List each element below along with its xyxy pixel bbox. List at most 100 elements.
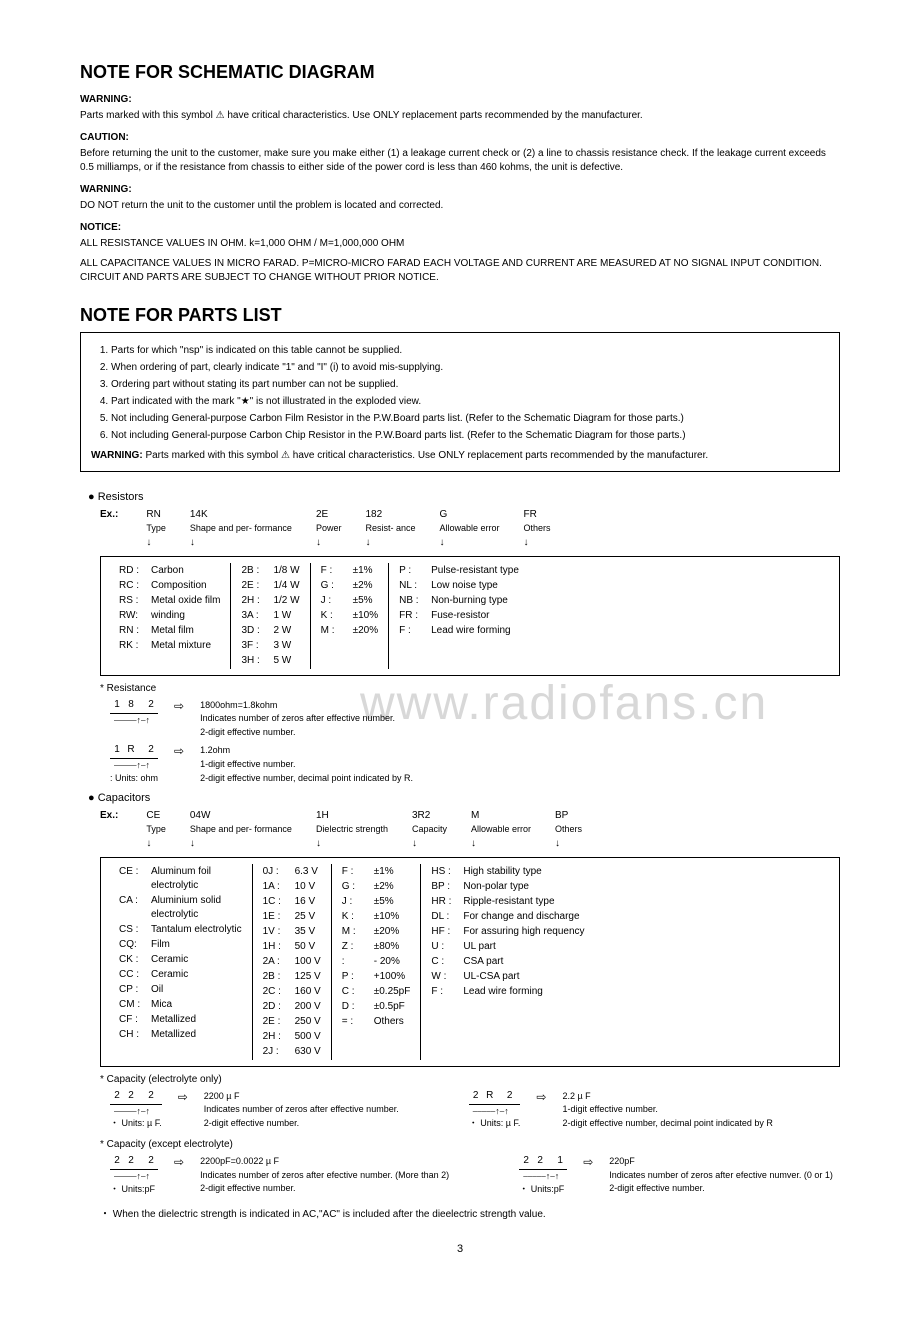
example-result: 2200pF=0.0022 µ F	[200, 1155, 449, 1168]
capacity-note-label: * Capacity (electrolyte only)	[100, 1073, 840, 1087]
example-note: Indicates number of zeros after effectiv…	[204, 1103, 399, 1116]
code-row: 3F :3 W	[241, 639, 299, 653]
example-note: 2-digit effective number.	[204, 1117, 399, 1130]
code-row: 0J :6.3 V	[263, 865, 321, 879]
warning-label: WARNING:	[91, 450, 143, 461]
units-label: ・ Units: µ F.	[469, 1117, 521, 1130]
arrow-right-icon: ⇨	[172, 1089, 194, 1106]
arrow-right-icon: ⇨	[530, 1089, 552, 1106]
resistors-heading: Resistors	[88, 490, 840, 505]
code-row: G :±2%	[342, 880, 411, 894]
code-row: RC :Composition	[119, 579, 220, 593]
code-row: 2D :200 V	[263, 1000, 321, 1014]
code-row: = :Others	[342, 1015, 411, 1029]
code-row: DL :For change and discharge	[431, 910, 584, 924]
arrow-right-icon: ⇨	[168, 698, 190, 715]
code-row: J :±5%	[321, 594, 379, 608]
code-row: 2J :630 V	[263, 1045, 321, 1059]
code-row: 3D :2 W	[241, 624, 299, 638]
code-row: 2E :250 V	[263, 1015, 321, 1029]
code-row: 2B :1/8 W	[241, 564, 299, 578]
code-row: CH :Metallized	[119, 1028, 242, 1042]
parts-list-item: Not including General-purpose Carbon Fil…	[111, 412, 829, 426]
example-result: 1.2ohm	[200, 744, 413, 757]
parts-list-item: Ordering part without stating its part n…	[111, 378, 829, 392]
parts-list-item: Not including General-purpose Carbon Chi…	[111, 429, 829, 443]
example-note: 2-digit effective number, decimal point …	[200, 772, 413, 785]
code-row: K :±10%	[342, 910, 411, 924]
code-row: CS :Tantalum electrolytic	[119, 923, 242, 937]
example-note: 1-digit effective number.	[562, 1103, 772, 1116]
code-row: CA :Aluminium solid electrolytic	[119, 894, 242, 922]
code-row: J :±5%	[342, 895, 411, 909]
example-column: GAllowable error	[439, 508, 499, 550]
code-row: RK :Metal mixture	[119, 639, 220, 653]
notice-text: ALL RESISTANCE VALUES IN OHM. k=1,000 OH…	[80, 237, 840, 251]
example-note: 2-digit effective number.	[200, 726, 395, 739]
code-row: :- 20%	[342, 955, 411, 969]
code-row: 2B :125 V	[263, 970, 321, 984]
units-label: ・ Units:pF	[519, 1183, 567, 1196]
example-column: RNType	[146, 508, 166, 550]
page-number: 3	[80, 1242, 840, 1257]
example-column: 2EPower	[316, 508, 342, 550]
example-note: Indicates number of zeros after effectiv…	[200, 712, 395, 725]
code-row: F :Lead wire forming	[431, 985, 584, 999]
code-row: RN :Metal film	[119, 624, 220, 638]
code-row: CK :Ceramic	[119, 953, 242, 967]
schematic-note-section: NOTE FOR SCHEMATIC DIAGRAM WARNING: Part…	[80, 60, 840, 285]
caution-text: Before returning the unit to the custome…	[80, 147, 840, 175]
code-row: 1E :25 V	[263, 910, 321, 924]
example-result: 2.2 µ F	[562, 1090, 772, 1103]
example-note: 2-digit effective number, decimal point …	[562, 1117, 772, 1130]
code-row: C :CSA part	[431, 955, 584, 969]
capacity-example-2a: 222 ⎯⎯⎯⎯⎯↑⎯↑ ・ Units:pF ⇨ 2200pF=0.0022 …	[110, 1154, 449, 1196]
example-label: Ex.:	[100, 508, 118, 550]
code-row: BP :Non-polar type	[431, 880, 584, 894]
example-note: 1-digit effective number.	[200, 758, 413, 771]
code-row: HS :High stability type	[431, 865, 584, 879]
capacity-note-label: * Capacity (except electrolyte)	[100, 1138, 840, 1152]
code-row: C :±0.25pF	[342, 985, 411, 999]
code-row: F :Lead wire forming	[399, 624, 519, 638]
example-result: 1800ohm=1.8kohm	[200, 699, 395, 712]
warning-text: Parts marked with this symbol ⚠ have cri…	[80, 109, 840, 123]
code-row: D :±0.5pF	[342, 1000, 411, 1014]
warning-text: DO NOT return the unit to the customer u…	[80, 199, 840, 213]
capacity-example-1b: 2R2 ⎯⎯⎯⎯⎯↑⎯↑ ・ Units: µ F. ⇨ 2.2 µ F 1-d…	[469, 1089, 773, 1131]
code-row: K :±10%	[321, 609, 379, 623]
notice-text: ALL CAPACITANCE VALUES IN MICRO FARAD. P…	[80, 257, 840, 285]
code-row: CF :Metallized	[119, 1013, 242, 1027]
code-row: HF :For assuring high requency	[431, 925, 584, 939]
notice-label: NOTICE:	[80, 221, 840, 235]
code-row: Z :±80%	[342, 940, 411, 954]
capacitors-heading: Capacitors	[88, 791, 840, 806]
code-row: P :Pulse-resistant type	[399, 564, 519, 578]
code-row: M :±20%	[342, 925, 411, 939]
arrow-right-icon: ⇨	[168, 1154, 190, 1171]
warning-label: WARNING:	[80, 183, 840, 197]
example-note: Indicates number of zeros after efective…	[609, 1169, 833, 1182]
example-column: MAllowable error	[471, 809, 531, 851]
section-title: NOTE FOR SCHEMATIC DIAGRAM	[80, 60, 840, 85]
resistor-code-table: RD :CarbonRC :CompositionRS :Metal oxide…	[100, 556, 840, 676]
example-column: 14KShape and per- formance	[190, 508, 292, 550]
code-row: CQ:Film	[119, 938, 242, 952]
code-row: NB :Non-burning type	[399, 594, 519, 608]
parts-list-item: When ordering of part, clearly indicate …	[111, 361, 829, 375]
code-row: 1V :35 V	[263, 925, 321, 939]
code-row: M :±20%	[321, 624, 379, 638]
example-column: CEType	[146, 809, 166, 851]
code-row: RD :Carbon	[119, 564, 220, 578]
example-note: 2-digit effective number.	[200, 1182, 449, 1195]
code-row: F :±1%	[342, 865, 411, 879]
code-row: 2H :500 V	[263, 1030, 321, 1044]
example-column: 04WShape and per- formance	[190, 809, 292, 851]
code-row: G :±2%	[321, 579, 379, 593]
code-row: P :+100%	[342, 970, 411, 984]
code-row: 2A :100 V	[263, 955, 321, 969]
code-row: CC :Ceramic	[119, 968, 242, 982]
arrow-right-icon: ⇨	[577, 1154, 599, 1171]
code-row: CP :Oil	[119, 983, 242, 997]
example-column: 3R2Capacity	[412, 809, 447, 851]
